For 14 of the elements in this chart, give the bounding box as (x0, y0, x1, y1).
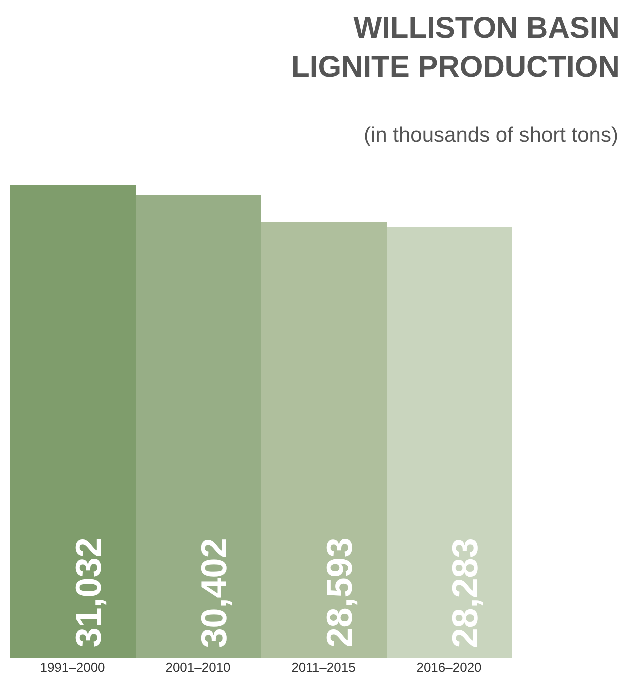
data-label: 30,402 (193, 538, 234, 648)
bar (136, 195, 261, 658)
chart-subtitle: (in thousands of short tons) (364, 124, 618, 147)
data-label: 28,283 (444, 538, 486, 648)
chart-title: WILLISTON BASIN LIGNITE PRODUCTION (292, 12, 620, 84)
data-label: 31,032 (68, 538, 109, 648)
bar (261, 222, 387, 658)
bar (10, 185, 136, 658)
x-tick-label: 2011–2015 (292, 660, 356, 675)
data-label: 28,593 (318, 538, 360, 648)
x-tick-label: 2016–2020 (416, 660, 482, 675)
x-tick-label: 1991–2000 (40, 660, 106, 675)
bar (387, 227, 512, 658)
x-tick-label: 2001–2010 (166, 660, 231, 675)
